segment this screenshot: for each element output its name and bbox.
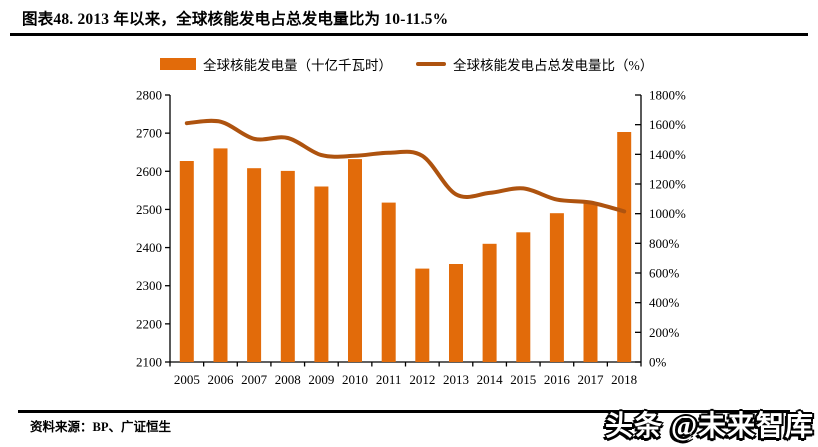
legend-item-share: 全球核能发电占总发电量比（%） (416, 56, 654, 73)
right-axis-tick-label: 400% (649, 295, 680, 310)
bar-2010 (348, 159, 362, 362)
bar-2017 (583, 202, 598, 362)
bar-2014 (482, 243, 497, 362)
x-axis-tick-label: 2009 (308, 372, 334, 387)
legend-label-share: 全球核能发电占总发电量比（%） (453, 58, 654, 73)
right-axis-tick-label: 600% (649, 266, 680, 281)
x-axis-tick-label: 2013 (443, 372, 469, 387)
bar-2012 (415, 268, 430, 362)
right-axis-tick-label: 800% (649, 236, 680, 251)
bar-2011 (381, 202, 396, 362)
right-axis-tick-label: 200% (649, 325, 680, 340)
legend-label-generation: 全球核能发电量（十亿千瓦时） (203, 58, 392, 73)
bar-2008 (280, 170, 295, 362)
right-axis-tick-label: 1400% (649, 147, 686, 162)
right-axis-tick-label: 1800% (649, 88, 686, 103)
right-axis-tick-label: 0% (649, 355, 667, 370)
source-note: 资料来源：BP、广证恒生 (30, 420, 171, 434)
bar-2009 (314, 186, 329, 362)
title-divider (10, 33, 808, 36)
right-axis-tick-label: 1600% (649, 117, 686, 132)
left-axis-tick-label: 2400 (136, 240, 162, 255)
x-axis-tick-label: 2016 (544, 372, 571, 387)
footer-divider (18, 410, 790, 413)
x-axis-tick-label: 2018 (611, 372, 637, 387)
x-axis-tick-label: 2012 (409, 372, 435, 387)
x-axis-tick-label: 2008 (275, 372, 301, 387)
watermark: 头条 @未来智库 (604, 411, 814, 442)
bar-2005 (179, 161, 194, 362)
x-axis-tick-label: 2014 (477, 372, 504, 387)
left-axis-tick-label: 2100 (136, 355, 162, 370)
left-axis-tick-label: 2600 (136, 164, 162, 179)
x-axis-tick-label: 2007 (241, 372, 268, 387)
figure-title: 图表48. 2013 年以来，全球核能发电占总发电量比为 10-11.5% (22, 11, 449, 28)
share-trend-line (184, 118, 627, 214)
x-axis-tick-label: 2005 (174, 372, 200, 387)
x-axis-tick-label: 2011 (376, 372, 402, 387)
x-axis-tick-label: 2015 (510, 372, 536, 387)
bar-2018 (617, 132, 632, 362)
bar-2015 (516, 232, 531, 362)
line-swatch-icon (416, 62, 446, 66)
x-axis-tick-label: 2006 (207, 372, 234, 387)
left-axis-tick-label: 2500 (136, 202, 162, 217)
x-axis-tick-label: 2010 (342, 372, 368, 387)
bar-2016 (549, 213, 564, 362)
bar-2007 (247, 168, 262, 362)
left-axis-tick-label: 2700 (136, 126, 162, 141)
right-axis-tick-label: 1000% (649, 206, 686, 221)
legend-item-generation: 全球核能发电量（十亿千瓦时） (160, 56, 392, 73)
bar-swatch-icon (160, 58, 196, 70)
x-axis-tick-label: 2017 (578, 372, 605, 387)
bar-2013 (449, 264, 463, 362)
left-axis-tick-label: 2200 (136, 316, 162, 331)
left-axis-tick-label: 2800 (136, 88, 162, 103)
bar-2006 (213, 148, 228, 362)
left-axis-tick-label: 2300 (136, 278, 162, 293)
right-axis-tick-label: 1200% (649, 177, 686, 192)
